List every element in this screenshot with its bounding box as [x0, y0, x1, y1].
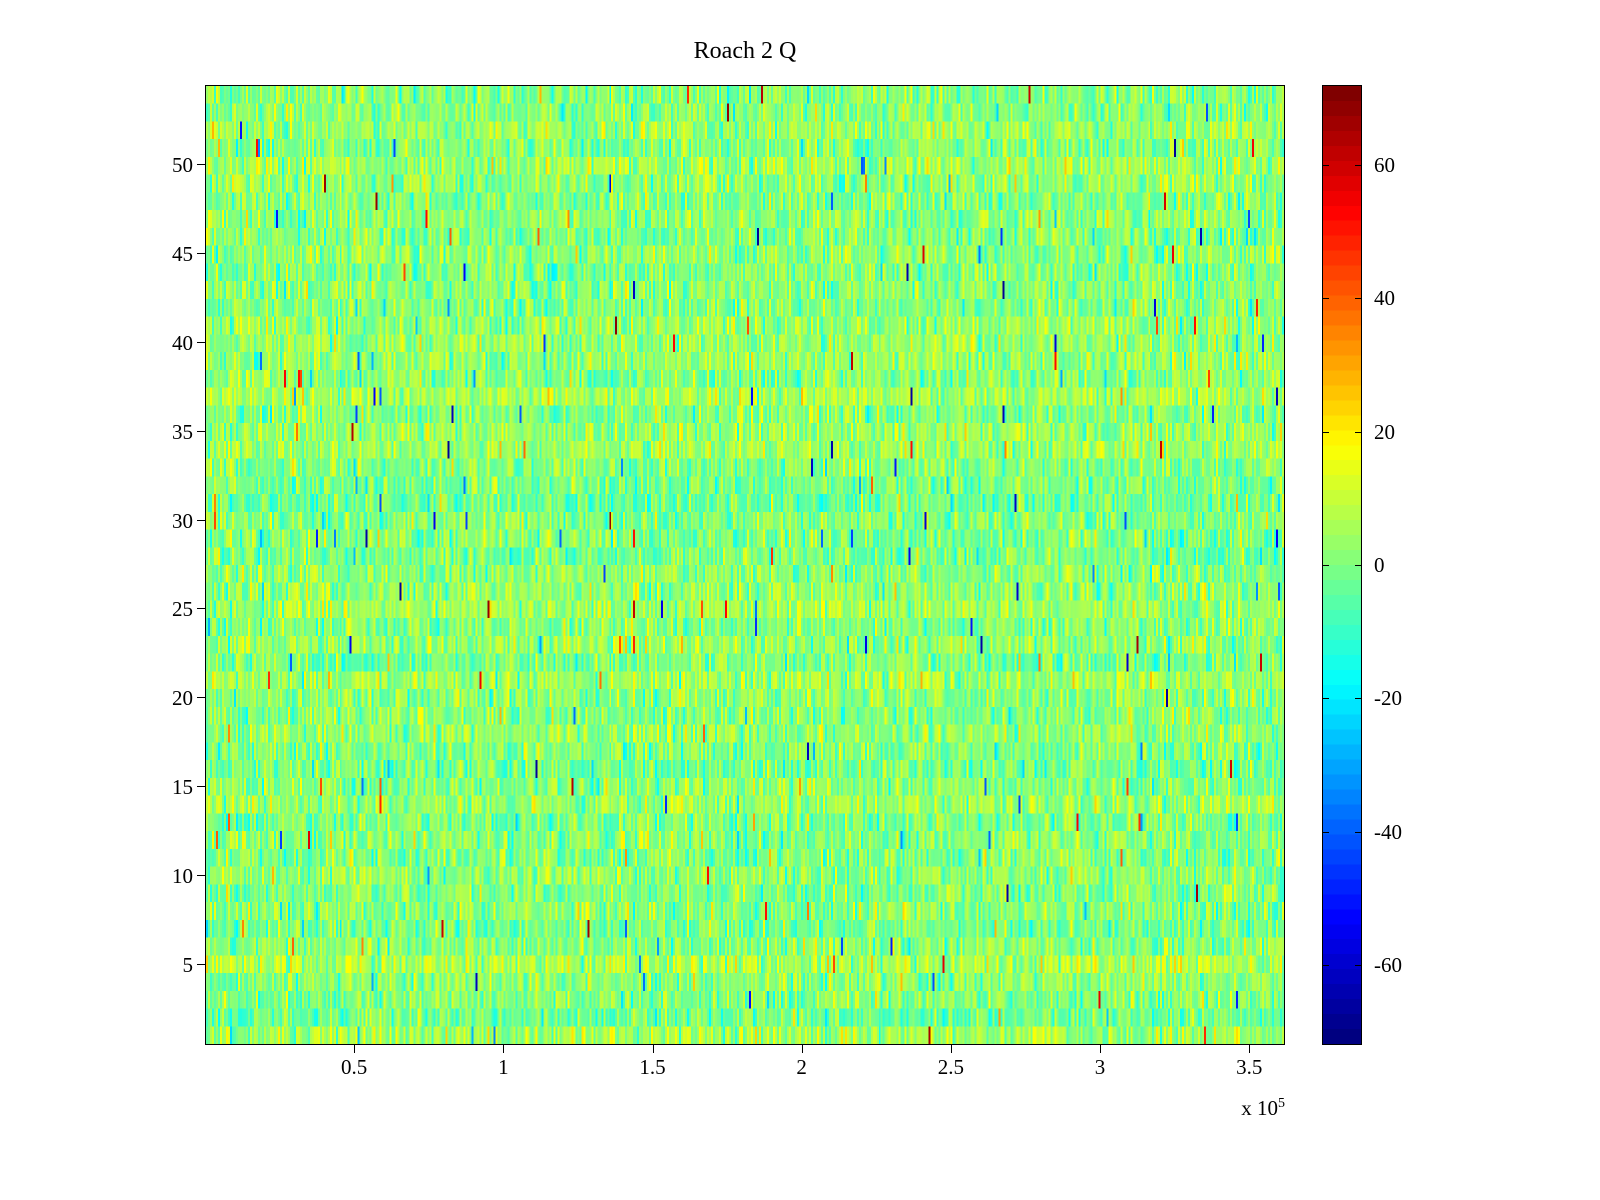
y-axis-tick-label: 45	[172, 241, 193, 266]
colorbar-tick-label: 40	[1374, 286, 1395, 311]
colorbar-tick-mark	[1323, 965, 1329, 966]
colorbar-tick-label: 20	[1374, 419, 1395, 444]
y-axis-tick-mark	[197, 164, 205, 165]
colorbar-tick-mark	[1355, 965, 1361, 966]
y-axis-tick-label: 40	[172, 330, 193, 355]
heatmap-canvas	[206, 86, 1284, 1044]
chart-title: Roach 2 Q	[693, 38, 797, 64]
x-axis-tick-label: 2	[796, 1055, 807, 1079]
x-axis-multiplier-exponent: 5	[1278, 1096, 1285, 1111]
y-axis-tick-mark	[197, 430, 205, 432]
colorbar-tick-mark	[1355, 565, 1361, 566]
colorbar-tick-label: 0	[1374, 553, 1385, 577]
y-axis-tick-label: 50	[172, 153, 193, 177]
x-axis-tick-mark	[354, 1045, 356, 1053]
x-axis-tick-label: 1	[498, 1055, 509, 1079]
y-axis-tick-label: 20	[172, 686, 193, 711]
x-axis-tick-label: 2.5	[937, 1055, 964, 1079]
colorbar-tick-mark	[1355, 698, 1361, 700]
y-axis-tick-label: 10	[172, 864, 193, 889]
colorbar-tick-mark	[1323, 165, 1329, 166]
colorbar-tick-mark	[1323, 831, 1329, 833]
x-axis-multiplier-base: x 10	[1241, 1096, 1278, 1120]
y-axis-tick-mark	[197, 252, 205, 254]
colorbar-tick-mark	[1355, 165, 1361, 166]
colorbar-tick-mark	[1323, 431, 1329, 433]
y-axis-tick-label: 25	[172, 597, 193, 622]
x-axis-tick-label: 0.5	[341, 1055, 368, 1079]
y-axis-tick-label: 15	[172, 775, 193, 800]
colorbar-tick-label: 60	[1374, 153, 1395, 177]
colorbar-tick-mark	[1355, 831, 1361, 833]
y-axis-tick-label: 35	[172, 419, 193, 444]
x-axis-tick-mark	[1249, 1045, 1251, 1053]
colorbar-tick-mark	[1355, 298, 1361, 300]
y-axis-tick-mark	[197, 875, 205, 877]
x-axis-tick-mark	[652, 1045, 654, 1053]
y-axis-tick-label: 30	[172, 508, 193, 533]
colorbar-tick-mark	[1323, 698, 1329, 700]
colorbar-tick-label: -20	[1374, 686, 1402, 711]
x-axis-tick-mark	[1100, 1045, 1102, 1053]
colorbar	[1322, 85, 1362, 1045]
x-axis-tick-mark	[801, 1045, 803, 1053]
colorbar-tick-mark	[1323, 565, 1329, 566]
y-axis-tick-mark	[197, 786, 205, 788]
y-axis-tick-mark	[197, 341, 205, 343]
x-axis-tick-label: 3	[1094, 1055, 1106, 1079]
plot-area	[205, 85, 1285, 1045]
x-axis-tick-label: 3.5	[1236, 1055, 1263, 1079]
colorbar-tick-label: -60	[1374, 953, 1402, 977]
y-axis-tick-label: 5	[182, 953, 194, 977]
y-axis-tick-mark	[197, 519, 205, 521]
y-axis-tick-mark	[197, 697, 205, 699]
x-axis-tick-mark	[950, 1045, 952, 1053]
x-axis-tick-label: 1.5	[639, 1055, 666, 1079]
colorbar-tick-mark	[1355, 431, 1361, 433]
y-axis-tick-mark	[197, 964, 205, 965]
y-axis-tick-mark	[197, 608, 205, 610]
colorbar-tick-mark	[1323, 298, 1329, 300]
x-axis-tick-mark	[503, 1045, 505, 1053]
x-axis-multiplier: x 105	[1130, 1096, 1285, 1121]
colorbar-tick-label: -40	[1374, 819, 1402, 844]
colorbar-canvas	[1323, 86, 1361, 1044]
